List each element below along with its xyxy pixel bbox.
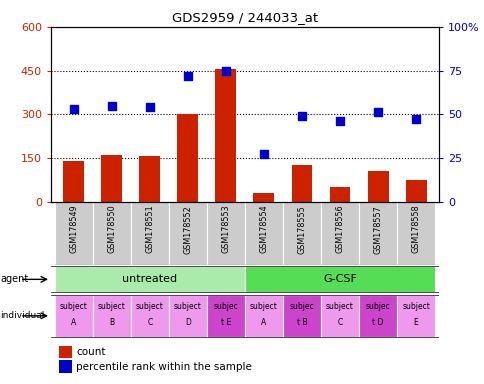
Bar bbox=[59, 346, 72, 358]
Bar bbox=[253, 193, 274, 202]
Text: D: D bbox=[184, 318, 190, 327]
Bar bbox=[139, 156, 160, 202]
Text: t D: t D bbox=[372, 318, 383, 327]
Text: subject: subject bbox=[174, 302, 201, 311]
Bar bbox=[291, 165, 312, 202]
Text: subject: subject bbox=[249, 302, 277, 311]
Point bbox=[298, 113, 305, 119]
Text: C: C bbox=[337, 318, 342, 327]
Bar bbox=[101, 155, 122, 202]
Text: GSM178557: GSM178557 bbox=[373, 205, 382, 253]
Text: GSM178551: GSM178551 bbox=[145, 205, 154, 253]
Point bbox=[374, 109, 381, 116]
Bar bbox=[92, 295, 131, 337]
Bar bbox=[282, 202, 320, 265]
Bar bbox=[396, 202, 434, 265]
Point bbox=[259, 151, 267, 157]
Bar bbox=[320, 295, 358, 337]
Text: agent: agent bbox=[0, 274, 29, 285]
Point bbox=[70, 106, 77, 112]
Text: t B: t B bbox=[296, 318, 307, 327]
Text: GSM178550: GSM178550 bbox=[107, 205, 116, 253]
Bar bbox=[405, 180, 426, 202]
Text: untreated: untreated bbox=[122, 274, 177, 284]
Text: t E: t E bbox=[220, 318, 230, 327]
Bar bbox=[320, 202, 358, 265]
Bar bbox=[55, 202, 92, 265]
Point bbox=[411, 116, 419, 122]
Point bbox=[146, 104, 153, 110]
Text: GSM178555: GSM178555 bbox=[297, 205, 306, 253]
Bar bbox=[131, 295, 168, 337]
Text: C: C bbox=[147, 318, 152, 327]
Bar bbox=[55, 295, 92, 337]
Text: GSM178553: GSM178553 bbox=[221, 205, 230, 253]
Text: count: count bbox=[76, 347, 106, 357]
Text: GSM178556: GSM178556 bbox=[335, 205, 344, 253]
Point bbox=[107, 103, 115, 109]
Bar bbox=[244, 266, 434, 292]
Text: subject: subject bbox=[136, 302, 164, 311]
Bar bbox=[244, 202, 282, 265]
Text: GSM178549: GSM178549 bbox=[69, 205, 78, 253]
Point bbox=[222, 68, 229, 74]
Point bbox=[335, 118, 343, 124]
Text: E: E bbox=[413, 318, 418, 327]
Bar bbox=[168, 295, 207, 337]
Bar bbox=[367, 171, 388, 202]
Text: GSM178558: GSM178558 bbox=[411, 205, 420, 253]
Bar bbox=[358, 202, 396, 265]
Bar bbox=[59, 360, 72, 373]
Bar bbox=[396, 295, 434, 337]
Point bbox=[183, 73, 191, 79]
Bar bbox=[358, 295, 396, 337]
Bar bbox=[329, 187, 350, 202]
Bar bbox=[63, 161, 84, 202]
Text: subjec: subjec bbox=[289, 302, 314, 311]
Bar bbox=[207, 202, 244, 265]
Text: subject: subject bbox=[98, 302, 125, 311]
Text: subject: subject bbox=[401, 302, 429, 311]
Text: A: A bbox=[261, 318, 266, 327]
Text: GSM178552: GSM178552 bbox=[183, 205, 192, 253]
Bar bbox=[282, 295, 320, 337]
Bar bbox=[207, 295, 244, 337]
Text: A: A bbox=[71, 318, 76, 327]
Text: G-CSF: G-CSF bbox=[322, 274, 356, 284]
Bar bbox=[92, 202, 131, 265]
Text: subject: subject bbox=[325, 302, 353, 311]
Bar bbox=[55, 266, 244, 292]
Title: GDS2959 / 244033_at: GDS2959 / 244033_at bbox=[171, 11, 318, 24]
Text: individual: individual bbox=[0, 311, 45, 320]
Bar bbox=[244, 295, 282, 337]
Text: percentile rank within the sample: percentile rank within the sample bbox=[76, 362, 252, 372]
Bar bbox=[177, 114, 198, 202]
Text: subjec: subjec bbox=[213, 302, 238, 311]
Bar bbox=[168, 202, 207, 265]
Bar bbox=[131, 202, 168, 265]
Text: subjec: subjec bbox=[365, 302, 390, 311]
Text: subject: subject bbox=[60, 302, 88, 311]
Text: GSM178554: GSM178554 bbox=[259, 205, 268, 253]
Text: B: B bbox=[109, 318, 114, 327]
Bar bbox=[215, 69, 236, 202]
